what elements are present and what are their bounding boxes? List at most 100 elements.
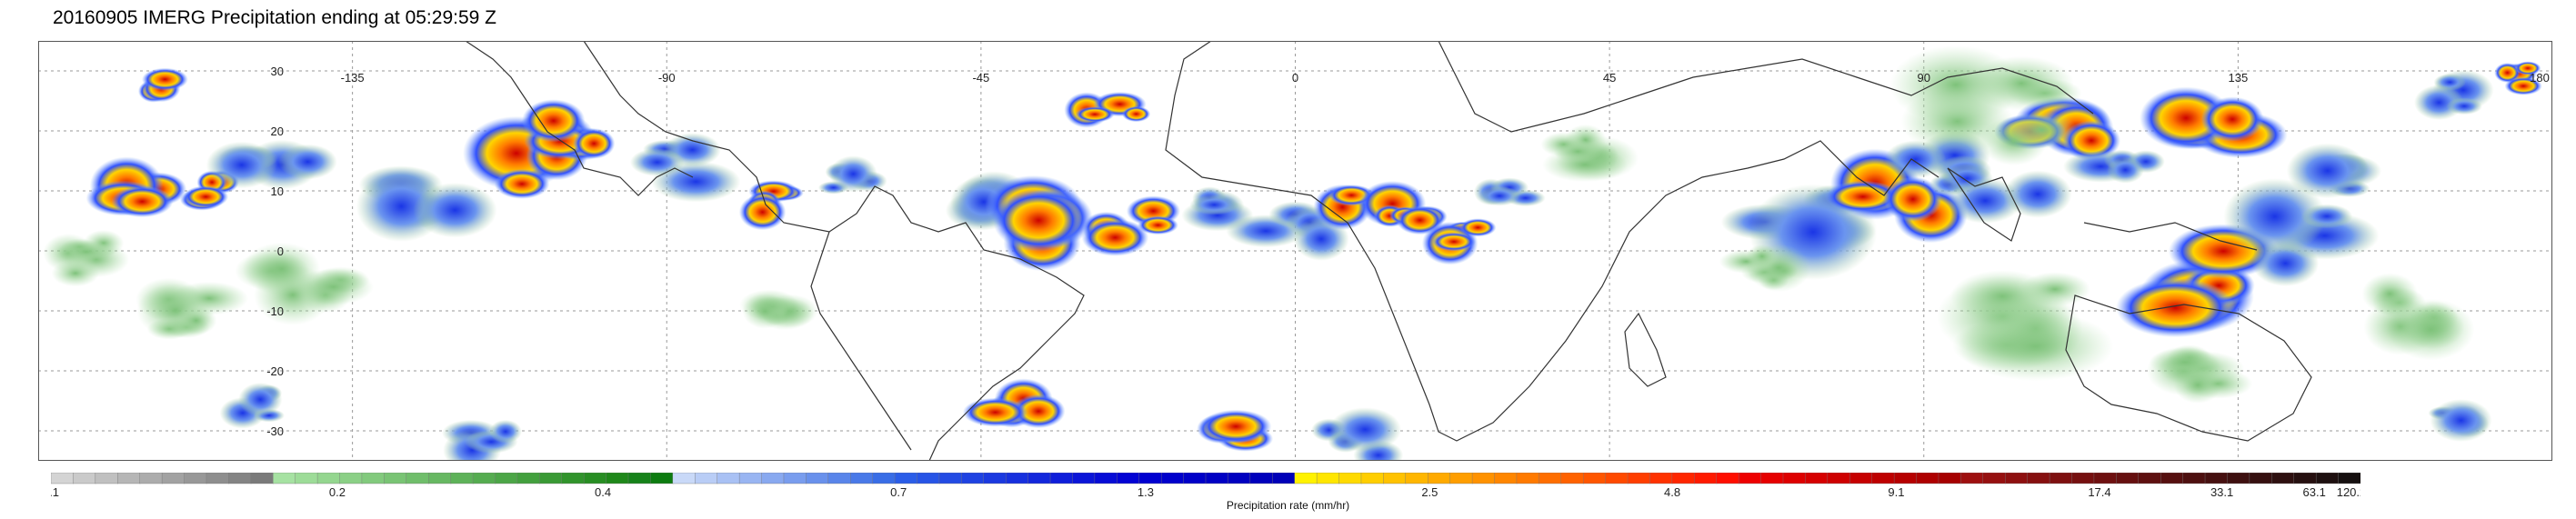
colorbar-cell: [1049, 473, 1074, 484]
colorbar-cell: [2160, 473, 2184, 484]
lon-label: -45: [972, 71, 989, 85]
colorbar-cell: [983, 473, 1007, 484]
colorbar-cell: [539, 473, 563, 484]
precip-cell: [1459, 218, 1497, 237]
precipitation-map: 30 20 10 0 -10 -20 -30 -135 -90 -45 0 45 90 135 180: [38, 41, 2552, 461]
precip-cell: [2005, 111, 2078, 149]
precip-cell: [141, 67, 188, 91]
colorbar-tick-label: 9.1: [1888, 485, 1904, 499]
longitude-labels: -135 -90 -45 0 45 90 135 180: [341, 71, 2550, 85]
colorbar-cell: [1738, 473, 1762, 484]
precip-cell: [238, 382, 283, 416]
colorbar-cell: [1205, 473, 1229, 484]
precip-cell: [1478, 185, 1520, 206]
lon-label: 45: [1603, 71, 1616, 85]
colorbar-cell: [2049, 473, 2073, 484]
precip-cell: [111, 185, 174, 218]
colorbar-cell: [1160, 473, 1185, 484]
precip-cell: [1431, 232, 1477, 252]
precip-cell: [1138, 215, 1178, 235]
precip-cell: [205, 141, 277, 189]
precip-cell: [1883, 176, 1942, 223]
colorbar-cell: [1027, 473, 1051, 484]
precip-cell: [2514, 61, 2541, 75]
colorbar-cell: [1494, 473, 1518, 484]
colorbar-cell: [406, 473, 429, 484]
colorbar-cell: [1716, 473, 1739, 484]
colorbar-cell: [117, 473, 141, 484]
colorbar-cell: [1982, 473, 2006, 484]
precip-cell: [494, 168, 550, 199]
colorbar-cell: [184, 473, 207, 484]
precip-cell: [2106, 156, 2144, 184]
colorbar-cell: [1360, 473, 1385, 484]
colorbar-cell: [2093, 473, 2118, 484]
precipitation-field: [43, 45, 2542, 461]
lat-label: -30: [266, 424, 284, 438]
colorbar-cell: [1405, 473, 1428, 484]
colorbar-cell: [783, 473, 807, 484]
colorbar-cell: [228, 473, 252, 484]
colorbar-cell: [1694, 473, 1718, 484]
colorbar-cell: [1849, 473, 1873, 484]
colorbar-cell: [1960, 473, 1984, 484]
colorbar-cell: [1671, 473, 1696, 484]
colorbar-cell: [1605, 473, 1629, 484]
colorbar-cell: [1649, 473, 1673, 484]
colorbar-cell: [672, 473, 696, 484]
precip-cell: [1328, 407, 1402, 452]
colorbar-cell: [1516, 473, 1540, 484]
colorbar-tick-label: 120.2: [2337, 485, 2360, 499]
colorbar-cell: [761, 473, 785, 484]
colorbar-tick-label: 2.5: [1421, 485, 1438, 499]
precip-cell: [56, 240, 115, 264]
precip-cell: [630, 148, 685, 176]
colorbar-cell: [1449, 473, 1473, 484]
precip-cell: [1199, 409, 1272, 444]
colorbar-cell: [95, 473, 118, 484]
lon-label: 90: [1918, 71, 1930, 85]
colorbar-tick-label: 17.4: [2088, 485, 2110, 499]
colorbar-cell: [384, 473, 407, 484]
colorbar-cell: [1916, 473, 1940, 484]
precip-cell: [2494, 62, 2521, 84]
colorbar-cell: [1805, 473, 1829, 484]
map-title: 20160905 IMERG Precipitation ending at 0…: [53, 7, 496, 28]
colorbar-cell: [1938, 473, 1962, 484]
colorbar-cell: [717, 473, 740, 484]
precip-cell: [2504, 76, 2542, 95]
colorbar-cell: [295, 473, 318, 484]
lat-label: 0: [277, 245, 284, 258]
colorbar-tick-label: 0.1: [51, 485, 59, 499]
coastlines: [465, 41, 2312, 461]
colorbar-cell: [2338, 473, 2360, 484]
precip-cell: [1948, 177, 2023, 224]
precip-cell: [2200, 96, 2264, 142]
colorbar-cell: [561, 473, 585, 484]
colorbar-cell: [650, 473, 674, 484]
colorbar-cell: [205, 473, 230, 484]
colorbar-cell: [2227, 473, 2250, 484]
precip-cell: [2003, 170, 2072, 218]
colorbar-cell: [2005, 473, 2029, 484]
precip-cell: [1958, 311, 2114, 382]
lon-label: -135: [341, 71, 365, 85]
colorbar-cell: [1072, 473, 1096, 484]
colorbar-cell: [2071, 473, 2095, 484]
precip-cell: [2116, 277, 2236, 338]
precip-cell: [2446, 97, 2482, 115]
colorbar-cell: [583, 473, 607, 484]
colorbar-title: Precipitation rate (mm/hr): [1226, 499, 1350, 512]
precip-cell: [573, 127, 616, 159]
precip-cell: [521, 99, 586, 143]
colorbar-cell: [872, 473, 896, 484]
colorbar-cell: [2271, 473, 2295, 484]
colorbar-cell: [1183, 473, 1207, 484]
precip-cell: [175, 305, 217, 335]
colorbar-cell: [1582, 473, 1607, 484]
precip-cell: [2149, 347, 2221, 377]
colorbar-cell: [1760, 473, 1784, 484]
precip-cell: [1746, 244, 1778, 269]
colorbar-cell: [273, 473, 296, 484]
precip-cell: [293, 268, 374, 305]
